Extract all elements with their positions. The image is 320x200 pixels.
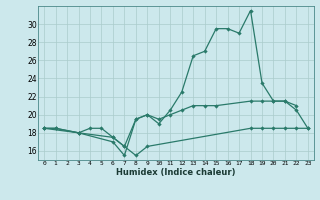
X-axis label: Humidex (Indice chaleur): Humidex (Indice chaleur) bbox=[116, 168, 236, 177]
